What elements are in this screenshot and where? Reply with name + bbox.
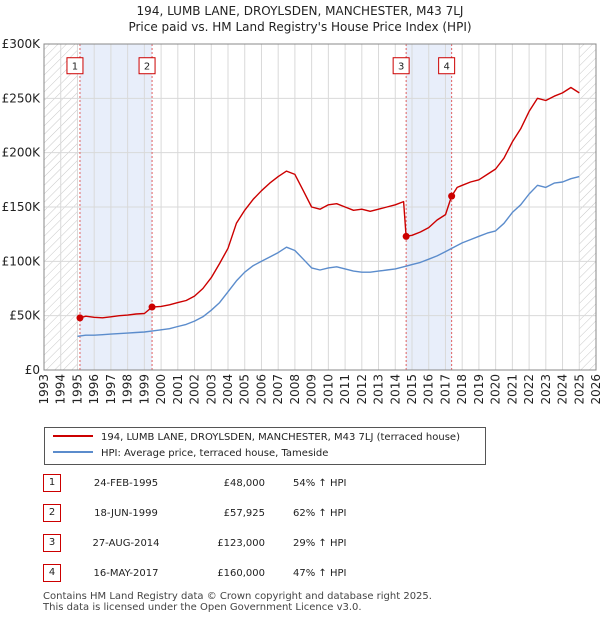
footer-copyright: Contains HM Land Registry data © Crown c…	[43, 591, 432, 602]
x-tick-label: 2001	[171, 374, 185, 405]
sale-price: £57,925	[223, 508, 265, 519]
x-tick-label: 1993	[37, 374, 51, 405]
x-tick-label: 2007	[271, 374, 285, 405]
sale-number-badge: 3	[43, 534, 61, 552]
table-row: 1 24-FEB-1995 £48,000 54% ↑ HPI	[43, 474, 543, 492]
legend-label-hpi: HPI: Average price, terraced house, Tame…	[101, 448, 329, 459]
x-tick-label: 2009	[305, 374, 319, 405]
table-row: 3 27-AUG-2014 £123,000 29% ↑ HPI	[43, 534, 543, 552]
sale-number-badge: 2	[43, 504, 61, 522]
x-tick-label: 2026	[589, 374, 600, 405]
y-tick-label: £150K	[2, 200, 42, 214]
x-tick-label: 2008	[288, 374, 302, 405]
x-tick-label: 2018	[455, 374, 469, 405]
sale-point-4	[448, 192, 456, 200]
sale-price: £160,000	[217, 568, 265, 579]
x-tick-label: 2016	[422, 374, 436, 405]
legend-item-hpi: HPI: Average price, terraced house, Tame…	[53, 447, 328, 461]
sale-marker-label-4: 4	[443, 62, 449, 73]
x-tick-label: 2010	[321, 374, 335, 405]
x-tick-label: 2000	[154, 374, 168, 405]
sale-number-badge: 4	[43, 564, 61, 582]
x-tick-label: 2005	[238, 374, 252, 405]
legend-swatch-hpi	[53, 451, 93, 453]
sale-date: 16-MAY-2017	[93, 568, 159, 579]
x-tick-label: 1995	[70, 374, 84, 405]
sale-point-2	[148, 303, 156, 311]
x-tick-label: 2019	[472, 374, 486, 405]
footer-licence: This data is licensed under the Open Gov…	[43, 602, 362, 613]
y-tick-label: £0	[25, 363, 40, 377]
sale-marker-box-4	[438, 57, 456, 75]
sale-marker-label-1: 1	[72, 62, 78, 73]
sale-hpi-change: 29% ↑ HPI	[293, 538, 347, 549]
legend-item-property: 194, LUMB LANE, DROYLSDEN, MANCHESTER, M…	[53, 431, 460, 445]
x-tick-label: 2002	[188, 374, 202, 405]
x-tick-label: 1994	[54, 374, 68, 405]
sale-marker-label-2: 2	[144, 62, 150, 73]
y-tick-label: £250K	[2, 91, 42, 105]
legend-swatch-property	[53, 435, 93, 437]
footer: Contains HM Land Registry data © Crown c…	[43, 591, 432, 613]
sale-price: £123,000	[217, 538, 265, 549]
table-row: 4 16-MAY-2017 £160,000 47% ↑ HPI	[43, 564, 543, 582]
x-tick-label: 2017	[438, 374, 452, 405]
x-tick-label: 2006	[254, 374, 268, 405]
sale-marker-label-3: 3	[398, 62, 404, 73]
x-tick-label: 1998	[121, 374, 135, 405]
sale-date: 24-FEB-1995	[93, 478, 159, 489]
x-tick-label: 2013	[372, 374, 386, 405]
series-line-property	[79, 86, 580, 319]
sale-hpi-change: 54% ↑ HPI	[293, 478, 347, 489]
x-tick-label: 1996	[87, 374, 101, 405]
table-row: 2 18-JUN-1999 £57,925 62% ↑ HPI	[43, 504, 543, 522]
x-tick-label: 2012	[355, 374, 369, 405]
x-tick-label: 2025	[572, 374, 586, 405]
y-tick-label: £50K	[9, 309, 41, 323]
legend: 194, LUMB LANE, DROYLSDEN, MANCHESTER, M…	[44, 427, 486, 465]
x-tick-label: 2003	[204, 374, 218, 405]
plot-frame	[43, 43, 597, 371]
chart-title: 194, LUMB LANE, DROYLSDEN, MANCHESTER, M…	[136, 4, 464, 18]
x-tick-label: 1997	[104, 374, 118, 405]
sale-price: £48,000	[223, 478, 265, 489]
x-tick-label: 2021	[505, 374, 519, 405]
y-tick-label: £200K	[2, 146, 42, 160]
sale-date: 27-AUG-2014	[92, 538, 160, 549]
sale-hpi-change: 62% ↑ HPI	[293, 508, 347, 519]
sale-hpi-change: 47% ↑ HPI	[293, 568, 347, 579]
sale-date: 18-JUN-1999	[94, 508, 158, 519]
series-line-hpi	[77, 175, 580, 337]
x-tick-label: 1999	[137, 374, 151, 405]
y-tick-label: £100K	[2, 254, 42, 268]
sale-point-1	[76, 314, 84, 322]
x-tick-label: 2024	[556, 374, 570, 405]
x-tick-label: 2022	[522, 374, 536, 405]
x-tick-label: 2011	[338, 374, 352, 405]
sale-marker-box-1	[66, 57, 84, 75]
x-tick-label: 2014	[388, 374, 402, 405]
chart-subtitle: Price paid vs. HM Land Registry's House …	[128, 20, 472, 34]
x-tick-label: 2015	[405, 374, 419, 405]
sale-point-3	[402, 232, 410, 240]
x-tick-label: 2020	[489, 374, 503, 405]
x-tick-label: 2023	[539, 374, 553, 405]
sale-marker-box-2	[138, 57, 156, 75]
y-tick-label: £300K	[2, 37, 42, 51]
x-tick-label: 2004	[221, 374, 235, 405]
sale-number-badge: 1	[43, 474, 61, 492]
sale-marker-box-3	[392, 57, 410, 75]
legend-label-property: 194, LUMB LANE, DROYLSDEN, MANCHESTER, M…	[101, 432, 460, 443]
